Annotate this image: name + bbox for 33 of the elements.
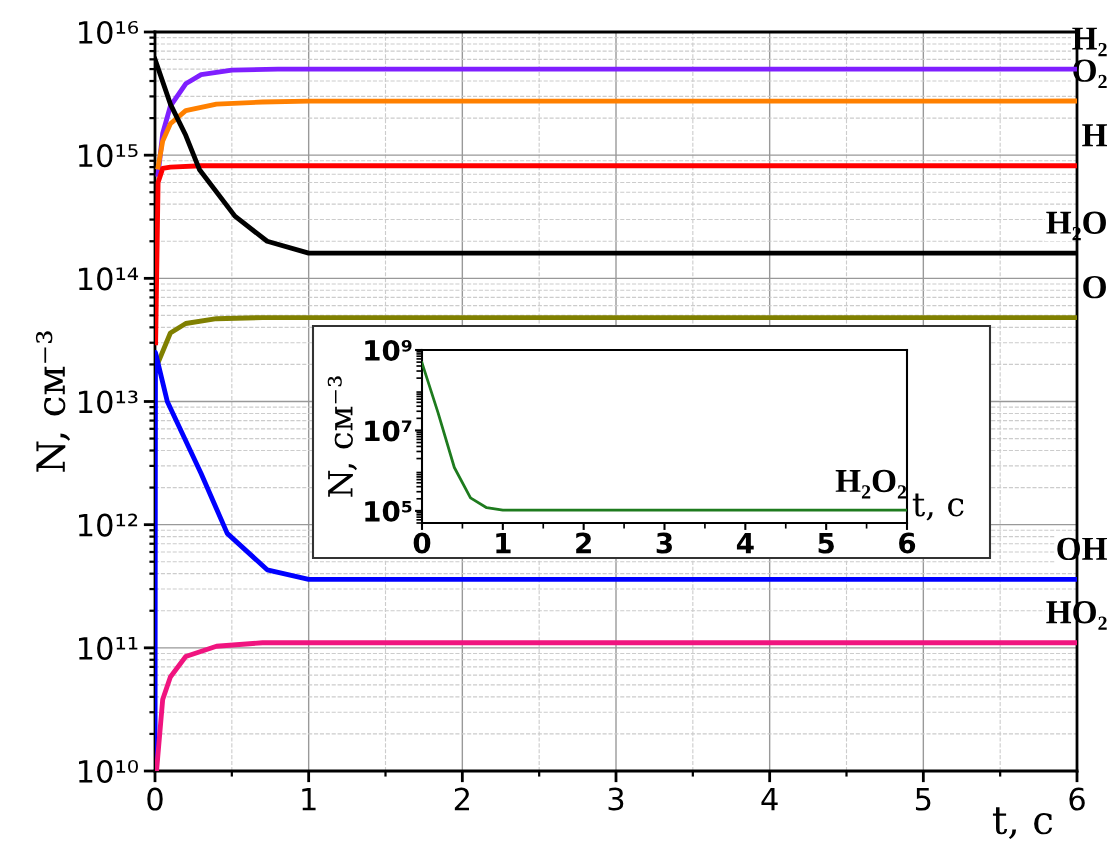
y-tick-label: 10¹⁶ (79, 20, 139, 45)
y-tick-label: 10¹⁴ (79, 267, 139, 291)
y-tick-label: 10¹⁵ (79, 144, 138, 168)
x-tick-label: 1 (302, 787, 316, 811)
y-tick-label: 10⁵ (365, 500, 412, 522)
x-axis-title: t, c (912, 493, 964, 521)
series-label: H₂O₂ (835, 469, 907, 499)
x-tick-label: 0 (413, 532, 431, 554)
y-axis-title: N, см⁻³ (35, 331, 71, 472)
x-tick-label: 5 (818, 532, 834, 554)
x-tick-label: 6 (1069, 787, 1085, 811)
y-tick-label: 10¹² (79, 513, 138, 537)
y-tick-label: 10¹¹ (79, 636, 138, 660)
x-tick-label: 4 (736, 532, 754, 554)
x-tick-label: 4 (761, 787, 778, 811)
y-tick-label: 10¹⁰ (79, 759, 138, 784)
y-axis-title: N, см⁻³ (327, 376, 357, 497)
x-tick-label: 6 (899, 532, 916, 554)
x-tick-label: 5 (915, 787, 931, 811)
x-tick-label: 0 (147, 787, 163, 811)
y-tick-label: 10⁹ (365, 339, 412, 361)
x-tick-label: 2 (576, 532, 591, 554)
x-axis-title: t, c (992, 807, 1053, 840)
series-label: O (1083, 275, 1106, 299)
line-series (155, 98, 1077, 170)
x-tick-label: 3 (656, 532, 672, 554)
line-series (422, 361, 907, 512)
x-tick-label: 1 (496, 532, 511, 554)
x-tick-label: 3 (608, 787, 624, 811)
y-tick-label: 10⁷ (365, 420, 412, 442)
x-tick-label: 2 (454, 787, 469, 811)
series-label: H (1082, 124, 1107, 147)
y-tick-label: 10¹³ (79, 390, 138, 414)
